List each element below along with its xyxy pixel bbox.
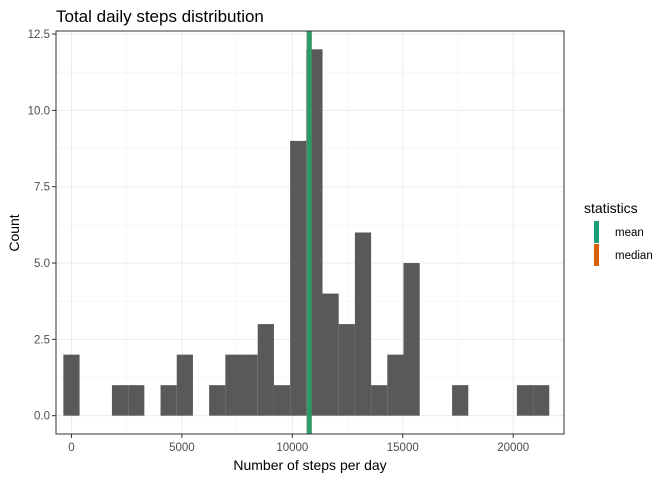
legend-label-mean: mean (615, 227, 644, 239)
y-tick-label: 10.0 (28, 105, 50, 117)
chart-title: Total daily steps distribution (56, 7, 264, 26)
histogram-bar (176, 354, 193, 416)
histogram-bar (128, 385, 145, 416)
histogram-bar (63, 354, 80, 416)
x-tick-label: 5000 (169, 442, 195, 454)
histogram-bar (225, 354, 242, 416)
histogram-bar (387, 354, 404, 416)
histogram-bar (209, 385, 226, 416)
histogram-bar (241, 354, 258, 416)
x-tick-label: 10000 (276, 442, 308, 454)
histogram-bar (403, 263, 420, 416)
histogram-bar (533, 385, 550, 416)
histogram-bar (371, 385, 388, 416)
histogram-bar (273, 385, 291, 416)
histogram-bar (322, 293, 339, 416)
histogram-bar (290, 140, 307, 416)
legend: statistics mean median (584, 200, 653, 266)
histogram-bar (516, 385, 534, 416)
histogram-bar (354, 232, 372, 416)
y-axis-ticks: 0.0 2.5 5.0 7.5 10.0 12.5 (28, 29, 56, 423)
x-axis-ticks: 0 5000 10000 15000 20000 (68, 434, 529, 454)
legend-key-median (594, 244, 599, 266)
y-tick-label: 0.0 (34, 411, 50, 423)
y-tick-label: 5.0 (34, 258, 50, 270)
x-tick-label: 0 (68, 442, 74, 454)
histogram-bar (160, 385, 177, 416)
legend-label-median: median (615, 250, 653, 262)
legend-key-mean (594, 221, 599, 243)
histogram-bar (111, 385, 129, 416)
y-axis-title: Count (6, 214, 22, 251)
x-axis-title: Number of steps per day (233, 457, 386, 473)
x-tick-label: 20000 (497, 442, 529, 454)
x-tick-label: 15000 (387, 442, 419, 454)
y-tick-label: 12.5 (28, 29, 50, 41)
histogram-bar (257, 324, 274, 416)
histogram-bar (452, 385, 469, 416)
y-tick-label: 2.5 (34, 334, 50, 346)
histogram-bar (338, 324, 355, 416)
legend-title: statistics (584, 200, 638, 216)
plot-border (55, 30, 565, 435)
y-tick-label: 7.5 (34, 182, 50, 194)
histogram-bars (63, 49, 550, 416)
